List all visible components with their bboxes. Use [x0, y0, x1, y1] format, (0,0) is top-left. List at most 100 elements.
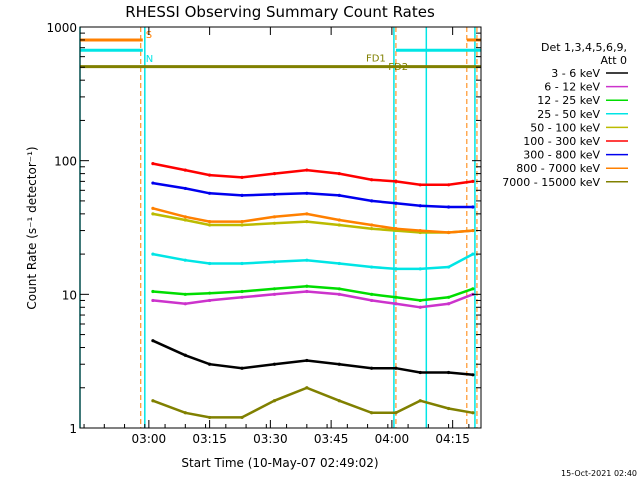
y-tick-label-1: 10 — [62, 288, 77, 302]
series-3-point-5 — [305, 258, 309, 262]
series-1-point-4 — [272, 292, 277, 296]
series-8-point-0 — [151, 399, 155, 403]
series-1-point-1 — [183, 302, 187, 306]
x-axis: 03:00 03:15 03:30 03:45 04:00 04:15 — [83, 27, 470, 446]
series-3-point-2 — [208, 261, 212, 266]
series-1-point-3 — [240, 295, 244, 299]
series-0-point-10 — [446, 370, 451, 375]
series-7-point-1 — [183, 215, 187, 219]
series-1-point-10 — [446, 302, 451, 306]
series-8-point-10 — [446, 406, 451, 411]
series-5-point-2 — [208, 173, 212, 177]
series-7-point-4 — [272, 215, 277, 219]
series-line-2 — [152, 284, 474, 302]
series-2-point-0 — [151, 289, 155, 294]
series-7-point-10 — [446, 230, 451, 235]
legend-label-6: 300 - 800 keV — [523, 149, 600, 162]
series-8-point-3 — [240, 415, 244, 420]
x-tick-label-3: 03:45 — [314, 432, 349, 446]
x-tick-label-1: 03:15 — [192, 432, 227, 446]
series-6-point-2 — [208, 191, 212, 195]
series-0-point-9 — [418, 370, 422, 375]
legend-header-line-1: Det 1,3,4,5,6,9, — [541, 41, 627, 54]
series-6-point-9 — [418, 204, 422, 208]
x-tick-label-4: 04:00 — [375, 432, 410, 446]
series-5-point-8 — [394, 179, 398, 183]
x-tick-label-5: 04:15 — [435, 432, 470, 446]
series-0-point-0 — [151, 339, 155, 343]
legend-label-1: 6 - 12 keV — [544, 81, 600, 94]
series-6-point-0 — [151, 181, 155, 185]
series-7-point-11 — [471, 228, 475, 233]
series-6-point-4 — [272, 192, 277, 196]
series-8-point-2 — [208, 415, 212, 420]
series-0-point-5 — [305, 358, 309, 363]
series-2-point-8 — [394, 295, 398, 299]
series-4-point-3 — [240, 223, 244, 227]
series-7-point-3 — [240, 220, 244, 224]
series-7-point-9 — [418, 228, 422, 233]
y-tick-label-3: 1000 — [46, 21, 77, 35]
x-tick-label-2: 03:30 — [253, 432, 288, 446]
y-tick-label-2: 100 — [54, 155, 77, 169]
series-5-point-5 — [305, 168, 309, 172]
series-1-point-8 — [394, 302, 398, 306]
series-5-point-9 — [418, 183, 422, 187]
series-6-point-8 — [394, 201, 398, 205]
series-6-point-5 — [305, 191, 309, 195]
legend-label-7: 800 - 7000 keV — [516, 162, 600, 175]
series-line-4 — [152, 212, 473, 234]
series-4-point-0 — [151, 212, 155, 216]
series-8-point-6 — [337, 399, 341, 403]
legend-label-3: 25 - 50 keV — [537, 108, 600, 121]
legend-label-8: 7000 - 15000 keV — [502, 176, 600, 189]
series-3-point-9 — [418, 267, 422, 271]
series-4-point-2 — [208, 223, 212, 227]
series-3-point-0 — [151, 252, 155, 256]
series-0-point-2 — [208, 362, 212, 366]
plot-frame — [79, 26, 482, 429]
x-axis-label: Start Time (10-May-07 02:49:02) — [181, 456, 378, 470]
series-4-point-5 — [305, 220, 309, 224]
series-1-point-2 — [208, 298, 212, 303]
series-6-point-1 — [183, 186, 187, 191]
chart-title: RHESSI Observing Summary Count Rates — [125, 3, 435, 21]
x-tick-label-0: 03:00 — [132, 432, 167, 446]
legend-label-4: 50 - 100 keV — [530, 121, 600, 134]
series-2-point-9 — [418, 298, 422, 303]
series-7-point-5 — [305, 212, 309, 216]
series-8-point-5 — [305, 386, 309, 390]
series-7-point-7 — [370, 223, 374, 227]
series-6-point-10 — [446, 205, 451, 209]
series-6-point-7 — [370, 199, 374, 203]
series-1-point-0 — [151, 298, 155, 303]
legend-label-5: 100 - 300 keV — [523, 135, 600, 148]
series-1-point-7 — [370, 298, 374, 303]
series-0-point-8 — [394, 366, 398, 370]
series-3-point-6 — [337, 261, 341, 266]
series-2-point-2 — [208, 291, 212, 295]
series-7-point-0 — [151, 206, 155, 210]
series-3-point-1 — [183, 258, 187, 262]
series-2-point-10 — [446, 295, 451, 299]
fd-label-fd2: FD2 — [388, 62, 408, 73]
series-5-point-11 — [471, 179, 475, 183]
y-axis: 1 10 100 1000 — [46, 21, 481, 436]
series-0-point-6 — [337, 362, 341, 366]
series-3-point-11 — [471, 252, 475, 256]
y-axis-label: Count Rate (s⁻¹ detector⁻¹) — [25, 146, 39, 309]
series-line-8 — [152, 386, 474, 419]
series-7-point-2 — [208, 220, 212, 224]
series-5-point-3 — [240, 175, 244, 179]
series-line-6 — [152, 181, 473, 209]
series-0-point-1 — [183, 353, 187, 357]
series-4-point-6 — [337, 223, 341, 227]
flag-label-N: N — [146, 54, 153, 65]
series-2-point-1 — [183, 292, 187, 296]
series-4-point-1 — [183, 218, 187, 222]
series-3-point-3 — [240, 261, 244, 266]
legend-label-0: 3 - 6 keV — [551, 67, 600, 80]
series-5-point-0 — [151, 162, 155, 166]
